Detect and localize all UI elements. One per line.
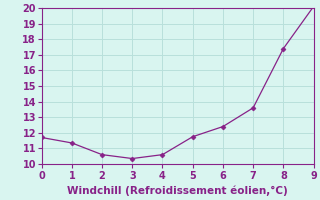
X-axis label: Windchill (Refroidissement éolien,°C): Windchill (Refroidissement éolien,°C) [67, 185, 288, 196]
